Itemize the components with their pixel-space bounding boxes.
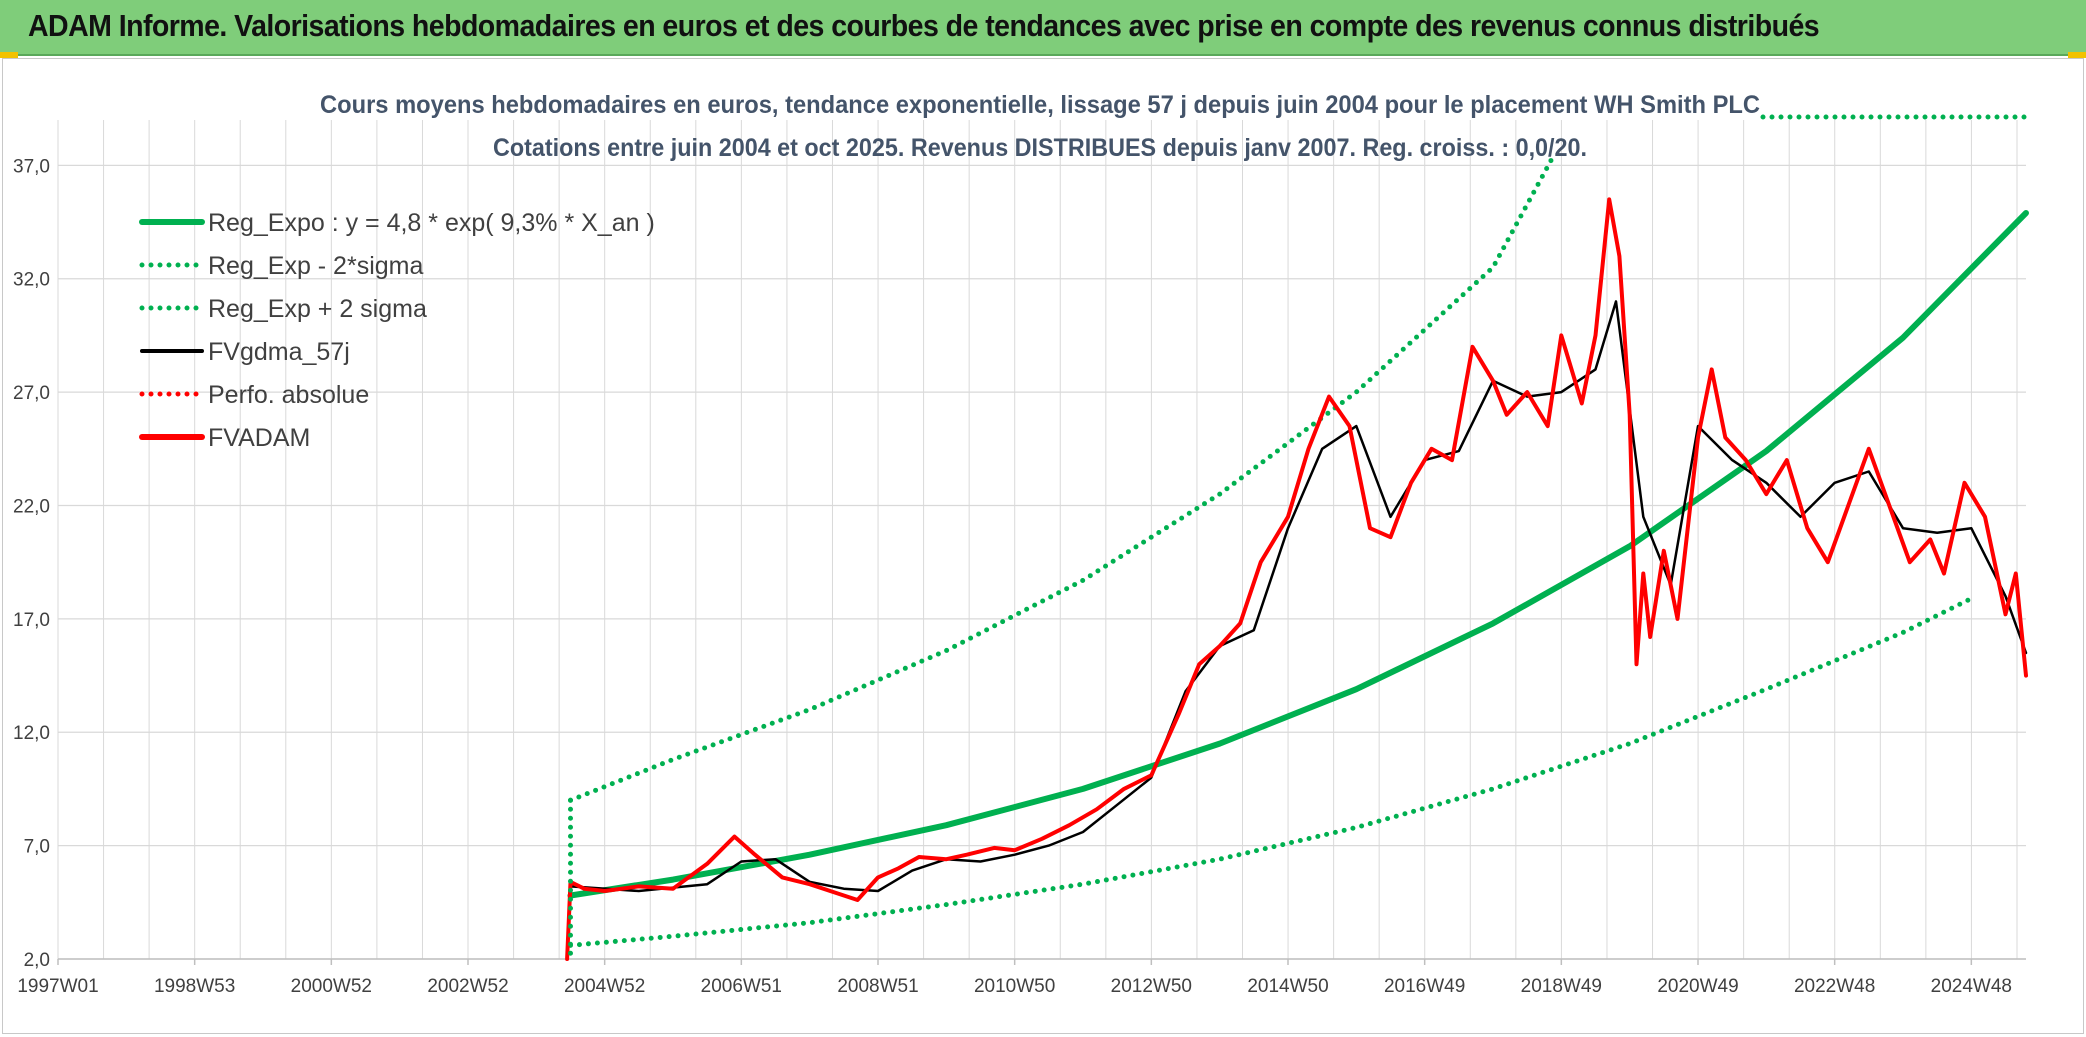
chart-title: Cours moyens hebdomadaires en euros, ten… bbox=[320, 91, 1760, 119]
x-tick-label: 2008W51 bbox=[837, 976, 918, 997]
x-tick-label: 2000W52 bbox=[291, 976, 372, 997]
chart-titles: Cours moyens hebdomadaires en euros, ten… bbox=[320, 91, 1760, 162]
x-tick-label: 1998W53 bbox=[154, 976, 235, 997]
legend-label: Reg_Expo : y = 4,8 * exp( 9,3% * X_an ) bbox=[208, 209, 655, 237]
chart-series bbox=[565, 114, 2033, 962]
x-tick-label: 1997W01 bbox=[17, 976, 98, 997]
series-line-3 bbox=[569, 300, 2028, 893]
x-tick-label: 2002W52 bbox=[427, 976, 508, 997]
y-tick-label: 17,0 bbox=[13, 610, 50, 631]
header-bar: ADAM Informe. Valorisations hebdomadaire… bbox=[0, 0, 2086, 56]
y-tick-label: 22,0 bbox=[13, 496, 50, 517]
corner-marker-left bbox=[0, 52, 18, 58]
chart-subtitle: Cotations entre juin 2004 et oct 2025. R… bbox=[493, 134, 1587, 162]
corner-marker-right bbox=[2068, 52, 2086, 58]
legend-label: Reg_Exp - 2*sigma bbox=[208, 252, 423, 280]
series-line-5 bbox=[565, 197, 2028, 961]
y-tick-label: 37,0 bbox=[13, 156, 50, 177]
x-tick-label: 2018W49 bbox=[1521, 976, 1602, 997]
x-tick-label: 2024W48 bbox=[1931, 976, 2012, 997]
y-tick-label: 2,0 bbox=[24, 950, 50, 971]
legend-label: Reg_Exp + 2 sigma bbox=[208, 295, 427, 323]
x-tick-label: 2010W50 bbox=[974, 976, 1055, 997]
y-tick-label: 12,0 bbox=[13, 723, 50, 744]
chart-grid bbox=[57, 120, 2026, 960]
x-tick-label: 2016W49 bbox=[1384, 976, 1465, 997]
x-tick-label: 2004W52 bbox=[564, 976, 645, 997]
chart-legend: Reg_Expo : y = 4,8 * exp( 9,3% * X_an ) R… bbox=[139, 209, 655, 452]
y-tick-label: 32,0 bbox=[13, 270, 50, 291]
chart-axes: 2,0 7,0 12,0 17,0 22,0 27,0 32,0 37,0 1997W01 199… bbox=[13, 156, 2026, 997]
x-tick-label: 2012W50 bbox=[1111, 976, 1192, 997]
legend-label: Perfo. absolue bbox=[208, 381, 369, 409]
legend-label: FVgdma_57j bbox=[208, 338, 350, 366]
x-tick-label: 2022W48 bbox=[1794, 976, 1875, 997]
y-tick-label: 27,0 bbox=[13, 383, 50, 404]
x-tick-label: 2014W50 bbox=[1247, 976, 1328, 997]
y-tick-label: 7,0 bbox=[24, 837, 50, 858]
series-line-1 bbox=[568, 596, 1974, 948]
chart-frame bbox=[2, 58, 2084, 1034]
x-tick-label: 2006W51 bbox=[701, 976, 782, 997]
x-tick-label: 2020W49 bbox=[1657, 976, 1738, 997]
legend-label: FVADAM bbox=[208, 424, 310, 452]
page-title: ADAM Informe. Valorisations hebdomadaire… bbox=[28, 8, 1820, 43]
series-line-2 bbox=[568, 151, 1557, 803]
series-line-0 bbox=[567, 210, 2029, 899]
